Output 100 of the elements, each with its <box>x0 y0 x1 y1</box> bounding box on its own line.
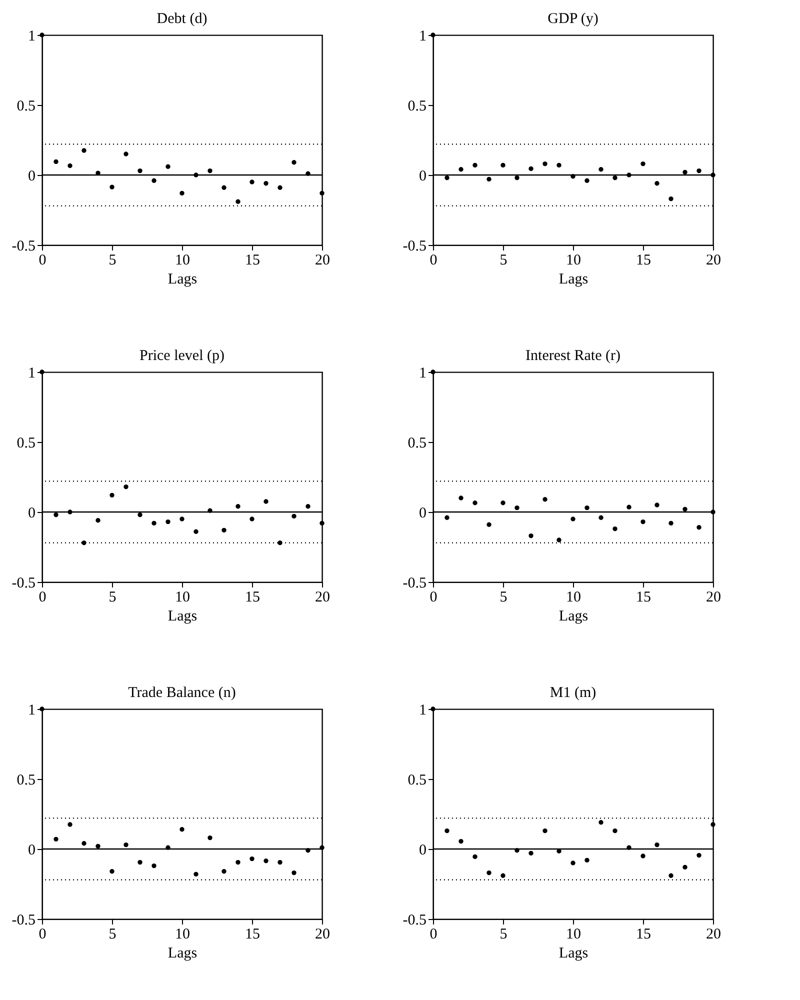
point <box>110 184 114 190</box>
point <box>166 164 170 169</box>
point <box>222 185 226 190</box>
point <box>320 520 324 526</box>
point <box>264 858 268 864</box>
point <box>208 835 212 840</box>
y-tick-label: 0.5 <box>408 98 426 114</box>
point <box>292 160 296 165</box>
point <box>124 842 128 848</box>
y-tick-label: 1 <box>28 702 36 718</box>
point <box>612 828 618 834</box>
point <box>430 370 436 374</box>
point <box>124 484 128 490</box>
point <box>166 519 170 524</box>
point <box>110 492 114 498</box>
x-tick-label: 5 <box>108 590 116 606</box>
point <box>458 496 464 500</box>
x-tick-label: 10 <box>175 926 190 942</box>
point <box>472 854 478 860</box>
point <box>430 706 436 712</box>
point <box>236 199 240 204</box>
x-axis-title: Lags <box>558 272 588 288</box>
point <box>696 525 702 530</box>
x-tick-label: 20 <box>315 590 330 606</box>
point <box>542 161 548 166</box>
point <box>180 516 184 522</box>
x-tick-label: 10 <box>175 590 190 606</box>
y-tick-label: -0.5 <box>12 238 36 254</box>
point <box>612 526 618 532</box>
point <box>640 854 646 858</box>
point <box>306 504 310 509</box>
x-tick-label: 20 <box>706 926 721 942</box>
point <box>444 175 450 180</box>
point <box>542 828 548 834</box>
point <box>612 175 618 180</box>
x-tick-label: 10 <box>566 252 581 268</box>
point <box>584 178 590 183</box>
point <box>500 873 506 878</box>
point <box>40 32 44 38</box>
point <box>430 32 436 38</box>
x-axis-title: Lags <box>558 608 588 624</box>
point <box>194 872 198 877</box>
x-axis-title: Lags <box>558 946 588 962</box>
point <box>180 827 184 832</box>
x-tick-label: 10 <box>175 252 190 268</box>
point <box>626 504 632 510</box>
point <box>194 529 198 534</box>
point <box>598 167 604 172</box>
y-tick-label: -0.5 <box>402 576 426 592</box>
chart-title: M1 (m) <box>550 685 596 701</box>
point <box>124 152 128 156</box>
point <box>444 515 450 520</box>
point <box>570 516 576 522</box>
chart-title: Trade Balance (n) <box>128 685 236 701</box>
point <box>250 856 254 862</box>
x-tick-label: 15 <box>636 926 651 942</box>
y-tick-label: 0 <box>419 168 426 184</box>
y-tick-label: 0.5 <box>16 436 36 452</box>
point <box>696 852 702 858</box>
point <box>640 161 646 166</box>
point <box>138 860 142 865</box>
point <box>110 869 114 874</box>
point <box>640 519 646 524</box>
x-tick-label: 5 <box>500 252 508 268</box>
point <box>320 190 324 196</box>
point <box>138 512 142 518</box>
point <box>514 505 520 510</box>
y-tick-label: 0.5 <box>408 436 426 452</box>
x-tick-label: 15 <box>636 590 651 606</box>
point <box>138 168 142 174</box>
point <box>40 706 44 712</box>
y-tick-label: 0 <box>419 506 426 522</box>
x-tick-label: 20 <box>315 252 330 268</box>
y-tick-label: 0 <box>28 168 36 184</box>
y-tick-label: 1 <box>419 28 426 44</box>
point <box>458 167 464 172</box>
point <box>682 170 688 175</box>
point <box>584 858 590 863</box>
point <box>250 516 254 522</box>
point <box>458 838 464 844</box>
point <box>500 500 506 506</box>
point <box>556 538 562 542</box>
point <box>500 162 506 168</box>
x-tick-label: 5 <box>108 252 116 268</box>
x-tick-label: 15 <box>636 252 651 268</box>
point <box>264 499 268 504</box>
point <box>264 181 268 186</box>
x-tick-label: 5 <box>108 926 116 942</box>
x-tick-label: 20 <box>706 590 721 606</box>
point <box>152 520 156 526</box>
point <box>682 864 688 870</box>
point <box>68 822 72 827</box>
point <box>654 502 660 508</box>
point <box>528 850 534 856</box>
point <box>236 860 240 865</box>
point <box>584 505 590 510</box>
point <box>54 836 58 842</box>
x-tick-label: 10 <box>566 926 581 942</box>
x-tick-label: 5 <box>500 590 508 606</box>
point <box>292 870 296 876</box>
